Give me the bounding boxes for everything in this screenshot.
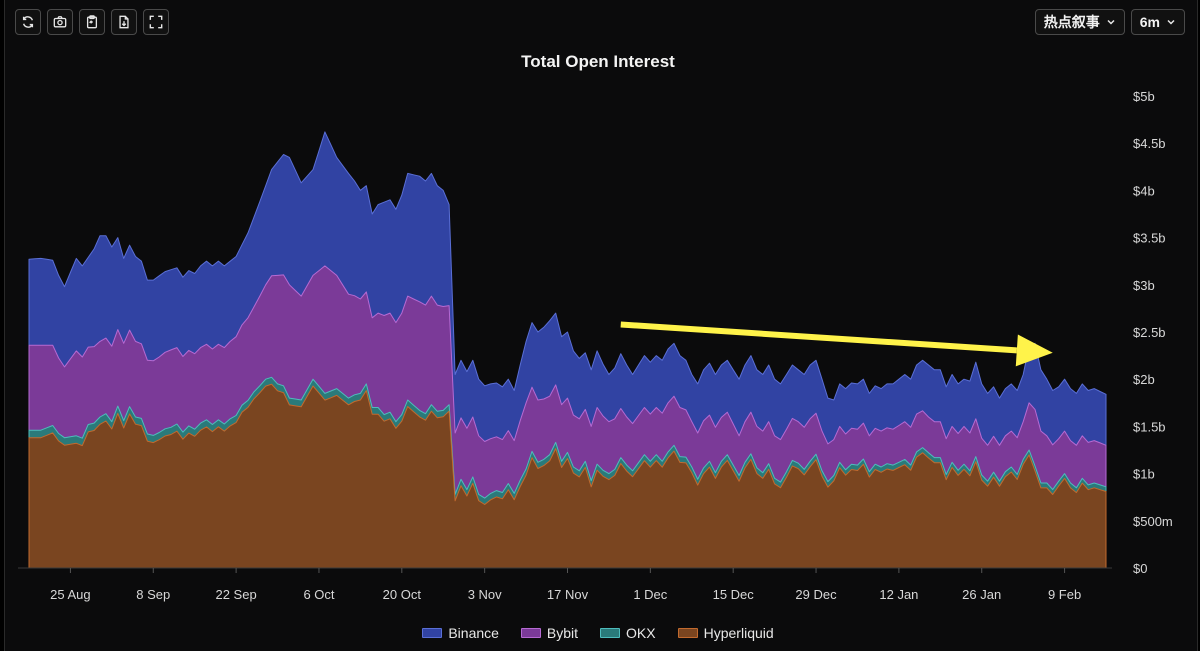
x-tick-label: 20 Oct bbox=[383, 587, 422, 602]
y-tick-label: $5b bbox=[1133, 89, 1155, 104]
x-axis: 25 Aug 8 Sep 22 Sep 6 Oct 20 Oct 3 Nov 17 Nov 1… bbox=[50, 568, 1081, 602]
annotations bbox=[620, 321, 1053, 367]
fullscreen-button[interactable] bbox=[143, 9, 169, 35]
x-tick-label: 15 Dec bbox=[713, 587, 755, 602]
refresh-icon bbox=[22, 16, 34, 28]
legend-label: OKX bbox=[626, 625, 656, 641]
x-tick-label: 26 Jan bbox=[962, 587, 1001, 602]
x-tick-label: 3 Nov bbox=[468, 587, 502, 602]
narrative-select-value: 热点叙事 bbox=[1043, 14, 1100, 30]
download-file-icon bbox=[119, 15, 129, 29]
y-tick-label: $2b bbox=[1133, 372, 1155, 387]
camera-icon bbox=[53, 16, 67, 28]
legend-swatch bbox=[677, 628, 698, 638]
screenshot-button[interactable] bbox=[47, 9, 73, 35]
series-area-hyperliquid bbox=[28, 383, 1107, 569]
chart-controls: 热点叙事 6m bbox=[1034, 9, 1185, 35]
y-tick-label: $0 bbox=[1133, 561, 1147, 576]
legend-swatch bbox=[422, 628, 443, 638]
series-areas bbox=[28, 131, 1107, 569]
chevron-down-icon bbox=[1107, 19, 1115, 25]
range-select-value: 6m bbox=[1139, 14, 1160, 30]
y-tick-label: $1.5b bbox=[1133, 419, 1166, 434]
legend-label: Bybit bbox=[546, 625, 579, 641]
trend-arrow-head bbox=[1015, 334, 1053, 367]
legend-item-hyperliquid[interactable]: Hyperliquid bbox=[677, 625, 774, 641]
x-tick-label: 9 Feb bbox=[1048, 587, 1081, 602]
chart-toolbar bbox=[15, 9, 169, 35]
trend-arrow-shaft bbox=[620, 321, 1018, 354]
legend-item-bybit[interactable]: Bybit bbox=[520, 625, 579, 641]
x-tick-label: 1 Dec bbox=[633, 587, 667, 602]
legend-item-binance[interactable]: Binance bbox=[422, 625, 499, 641]
legend-label: Hyperliquid bbox=[703, 625, 774, 641]
chart-title: Total Open Interest bbox=[521, 52, 675, 71]
fullscreen-icon bbox=[149, 15, 163, 29]
refresh-button[interactable] bbox=[15, 9, 41, 35]
y-tick-label: $3.5b bbox=[1133, 231, 1166, 246]
legend-label: Binance bbox=[448, 625, 499, 641]
x-tick-label: 8 Sep bbox=[136, 587, 170, 602]
x-tick-label: 12 Jan bbox=[879, 587, 918, 602]
legend-swatch bbox=[520, 628, 541, 638]
x-tick-label: 22 Sep bbox=[215, 587, 256, 602]
y-tick-label: $2.5b bbox=[1133, 325, 1166, 340]
y-tick-label: $4b bbox=[1133, 183, 1155, 198]
x-tick-label: 6 Oct bbox=[303, 587, 334, 602]
chevron-down-icon bbox=[1167, 19, 1175, 25]
y-tick-label: $4.5b bbox=[1133, 136, 1166, 151]
legend-swatch bbox=[600, 628, 621, 638]
copy-button[interactable] bbox=[79, 9, 105, 35]
chart-legend: Binance Bybit OKX Hyperliquid bbox=[0, 625, 1196, 641]
y-tick-label: $1b bbox=[1133, 467, 1155, 482]
y-tick-label: $3b bbox=[1133, 278, 1155, 293]
x-tick-label: 29 Dec bbox=[795, 587, 837, 602]
range-select[interactable]: 6m bbox=[1130, 9, 1185, 35]
y-axis: $0 $500m $1b $1.5b $2b $2.5b $3b $3.5b $4b $4.5b $… bbox=[1133, 89, 1173, 576]
legend-item-okx[interactable]: OKX bbox=[600, 625, 656, 641]
narrative-select[interactable]: 热点叙事 bbox=[1034, 9, 1125, 35]
clipboard-icon bbox=[86, 15, 98, 29]
download-button[interactable] bbox=[111, 9, 137, 35]
x-tick-label: 17 Nov bbox=[547, 587, 589, 602]
x-tick-label: 25 Aug bbox=[50, 587, 91, 602]
y-tick-label: $500m bbox=[1133, 514, 1173, 529]
